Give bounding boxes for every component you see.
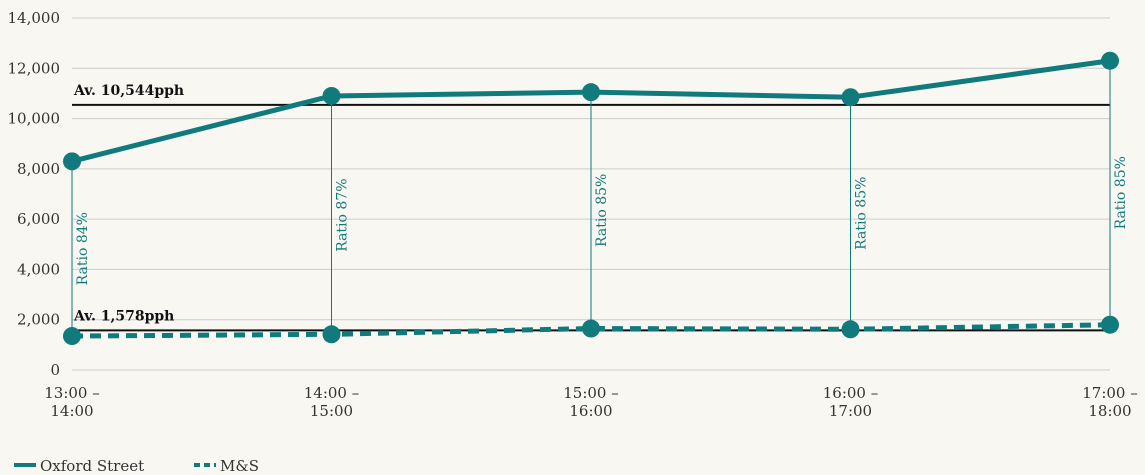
x-tick-label: 17:00 – — [1082, 384, 1138, 402]
data-point-oxford-street — [322, 86, 341, 105]
reference-line-label: Av. 10,544pph — [73, 83, 184, 99]
data-point-oxford-street — [841, 88, 860, 107]
x-tick-label: 13:00 – — [44, 384, 100, 402]
x-tick-label: 16:00 – — [823, 384, 879, 402]
x-tick-label: 16:00 — [569, 402, 612, 420]
y-tick-label: 12,000 — [8, 59, 61, 77]
legend-label: M&S — [220, 457, 259, 475]
x-tick-label: 14:00 – — [304, 384, 360, 402]
ratio-label: Ratio 85% — [854, 177, 870, 250]
data-point-m-s — [1101, 315, 1119, 334]
ratio-label: Ratio 84% — [75, 212, 91, 285]
x-tick-label: 15:00 — [310, 402, 353, 420]
data-point-m-s — [582, 319, 600, 338]
reference-line-label: Av. 1,578pph — [73, 308, 174, 324]
legend: Oxford Street M&S — [14, 457, 259, 475]
data-point-oxford-street — [63, 152, 81, 171]
y-tick-label: 2,000 — [17, 311, 60, 329]
series-line-m-s — [71, 322, 1111, 339]
y-tick-label: 0 — [50, 361, 60, 379]
ratio-drop-lines: Ratio 84% Ratio 87% Ratio 85% Ratio 85% Rati… — [71, 60, 1129, 337]
x-tick-label: 15:00 – — [563, 384, 619, 402]
y-tick-label: 10,000 — [8, 110, 61, 128]
data-point-m-s — [841, 320, 860, 339]
ratio-label: Ratio 85% — [1113, 156, 1129, 229]
y-tick-label: 14,000 — [8, 9, 61, 27]
y-tick-label: 8,000 — [17, 160, 60, 178]
x-tick-label: 18:00 — [1088, 402, 1131, 420]
data-point-m-s — [322, 325, 341, 344]
series-lines — [63, 51, 1119, 346]
ratio-label: Ratio 87% — [335, 178, 351, 251]
data-point-oxford-street — [582, 83, 600, 102]
y-tick-label: 4,000 — [17, 260, 60, 278]
x-tick-label: 14:00 — [50, 402, 93, 420]
data-point-m-s — [63, 327, 81, 346]
data-point-oxford-street — [1101, 51, 1119, 70]
x-axis-ticks: 13:00 –14:00 14:00 –15:00 15:00 –16:00 16:0… — [44, 384, 1138, 420]
ratio-label: Ratio 85% — [594, 174, 610, 247]
legend-label: Oxford Street — [40, 457, 144, 475]
x-tick-label: 17:00 — [829, 402, 872, 420]
y-tick-label: 6,000 — [17, 210, 60, 228]
y-axis-ticks: 0 2,000 4,000 6,000 8,000 10,000 12,000 14,000 — [8, 9, 61, 379]
